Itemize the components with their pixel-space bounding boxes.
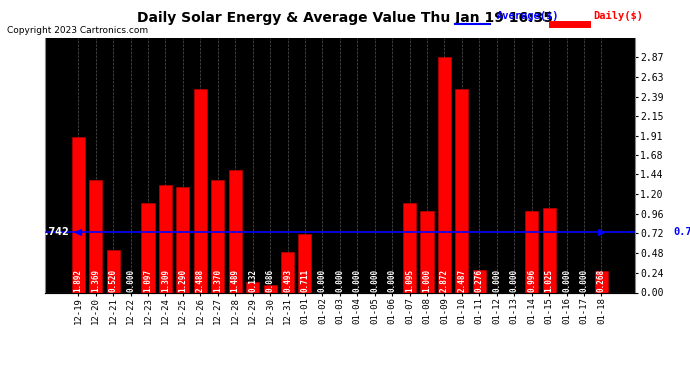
- Text: 1.892: 1.892: [74, 269, 83, 292]
- Text: 1.097: 1.097: [144, 269, 152, 292]
- Text: 2.488: 2.488: [196, 269, 205, 292]
- Bar: [420, 210, 433, 292]
- Text: Daily Solar Energy & Average Value Thu Jan 19 16:35: Daily Solar Energy & Average Value Thu J…: [137, 11, 553, 25]
- Bar: [595, 270, 608, 292]
- Text: 1.370: 1.370: [213, 269, 222, 292]
- Bar: [177, 187, 189, 292]
- Bar: [264, 285, 277, 292]
- Text: 0.000: 0.000: [580, 269, 589, 292]
- Text: 0.086: 0.086: [266, 269, 275, 292]
- Text: Average($): Average($): [497, 11, 560, 21]
- Text: Daily($): Daily($): [593, 11, 643, 21]
- Text: 1.489: 1.489: [230, 269, 239, 292]
- Text: 0.000: 0.000: [126, 269, 135, 292]
- Text: 2.487: 2.487: [457, 269, 466, 292]
- Text: 0.711: 0.711: [300, 269, 309, 292]
- Bar: [438, 57, 451, 292]
- Text: 1.025: 1.025: [544, 269, 553, 292]
- Bar: [246, 282, 259, 292]
- Text: 0.276: 0.276: [475, 269, 484, 292]
- Text: 0.000: 0.000: [318, 269, 327, 292]
- Bar: [141, 202, 155, 292]
- Bar: [89, 180, 102, 292]
- Text: Copyright 2023 Cartronics.com: Copyright 2023 Cartronics.com: [7, 26, 148, 35]
- Text: 2.872: 2.872: [440, 269, 449, 292]
- Bar: [159, 185, 172, 292]
- Text: 0.000: 0.000: [371, 269, 380, 292]
- Bar: [211, 180, 224, 292]
- Bar: [525, 211, 538, 292]
- Text: 1.095: 1.095: [405, 269, 414, 292]
- Text: 0.520: 0.520: [108, 269, 117, 292]
- Text: 0.000: 0.000: [335, 269, 344, 292]
- Bar: [72, 137, 85, 292]
- Text: 0.493: 0.493: [283, 269, 292, 292]
- Text: 0.132: 0.132: [248, 269, 257, 292]
- Text: 0.000: 0.000: [492, 269, 502, 292]
- Text: 0.000: 0.000: [388, 269, 397, 292]
- Bar: [106, 250, 119, 292]
- Bar: [228, 170, 242, 292]
- Text: 1.369: 1.369: [91, 269, 100, 292]
- Bar: [542, 209, 555, 292]
- Text: 1.000: 1.000: [422, 269, 431, 292]
- Text: 0.996: 0.996: [527, 269, 536, 292]
- Text: 0.000: 0.000: [562, 269, 571, 292]
- Bar: [455, 88, 469, 292]
- Text: 0.268: 0.268: [597, 269, 606, 292]
- Bar: [403, 203, 416, 292]
- Bar: [473, 270, 486, 292]
- Bar: [298, 234, 311, 292]
- Text: 0.742: 0.742: [673, 226, 690, 237]
- Text: 1.309: 1.309: [161, 269, 170, 292]
- Text: 0.000: 0.000: [353, 269, 362, 292]
- Text: 0.000: 0.000: [510, 269, 519, 292]
- Bar: [194, 88, 207, 292]
- Text: 0.742: 0.742: [39, 226, 70, 237]
- Text: 1.290: 1.290: [178, 269, 188, 292]
- Bar: [281, 252, 294, 292]
